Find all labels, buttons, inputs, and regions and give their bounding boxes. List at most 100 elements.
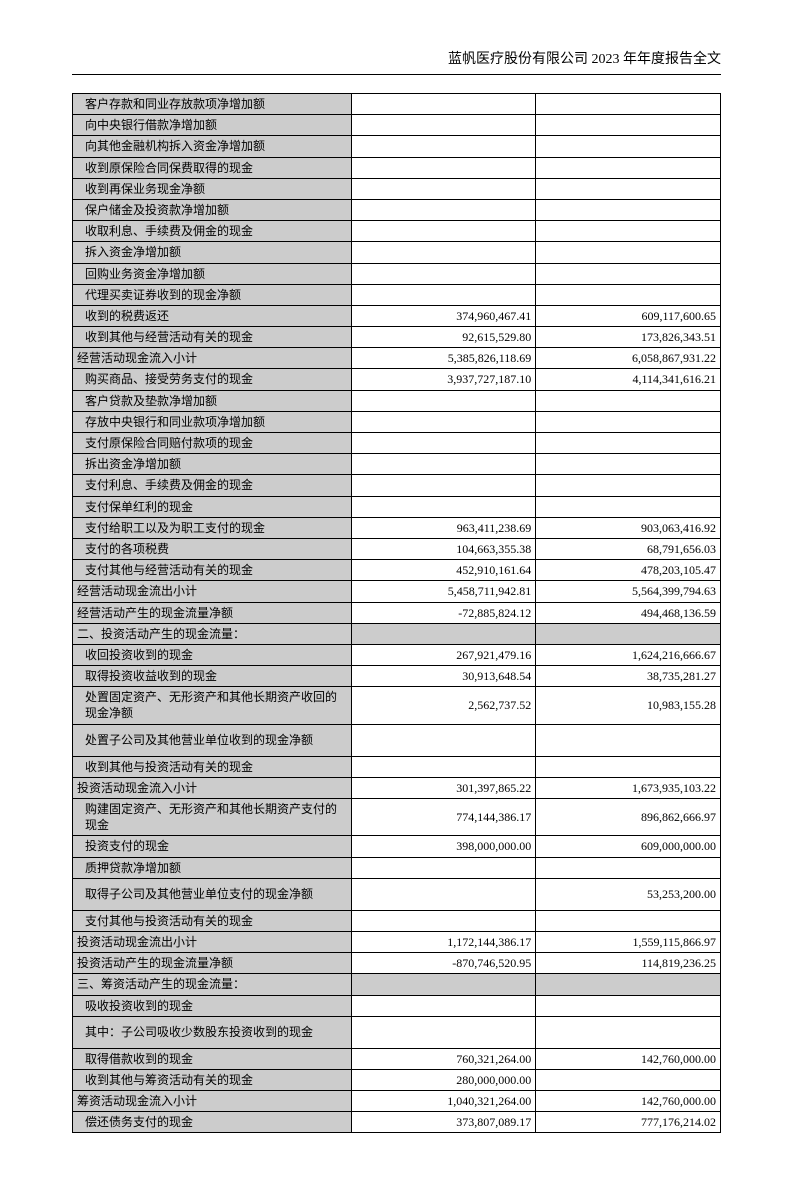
row-value-1: 374,960,467.41 [351,305,536,326]
table-row: 支付保单红利的现金 [73,496,721,517]
table-row: 存放中央银行和同业款项净增加额 [73,411,721,432]
row-label: 收到再保业务现金净额 [73,178,352,199]
row-value-2: 609,117,600.65 [536,305,721,326]
row-value-2 [536,1016,721,1048]
table-row: 偿还债务支付的现金373,807,089.17777,176,214.02 [73,1112,721,1133]
row-value-2: 6,058,867,931.22 [536,348,721,369]
row-value-1: 398,000,000.00 [351,836,536,857]
row-value-1 [351,221,536,242]
table-row: 收取利息、手续费及佣金的现金 [73,221,721,242]
row-label: 向中央银行借款净增加额 [73,115,352,136]
row-value-1: -72,885,824.12 [351,602,536,623]
row-value-2: 53,253,200.00 [536,878,721,910]
row-label: 收到其他与投资活动有关的现金 [73,756,352,777]
row-value-2: 10,983,155.28 [536,687,721,724]
row-label: 支付利息、手续费及佣金的现金 [73,475,352,496]
table-row: 投资活动现金流入小计301,397,865.221,673,935,103.22 [73,777,721,798]
row-label: 吸收投资收到的现金 [73,995,352,1016]
table-row: 客户贷款及垫款净增加额 [73,390,721,411]
row-value-2: 68,791,656.03 [536,538,721,559]
row-label: 筹资活动现金流入小计 [73,1091,352,1112]
row-value-2: 478,203,105.47 [536,560,721,581]
row-value-2: 5,564,399,794.63 [536,581,721,602]
table-row: 吸收投资收到的现金 [73,995,721,1016]
table-row: 处置固定资产、无形资产和其他长期资产收回的现金净额2,562,737.5210,… [73,687,721,724]
page-header: 蓝帆医疗股份有限公司 2023 年年度报告全文 [72,48,721,75]
row-value-2 [536,390,721,411]
table-row: 支付其他与投资活动有关的现金 [73,910,721,931]
row-label: 经营活动现金流出小计 [73,581,352,602]
row-value-1 [351,433,536,454]
row-label: 取得借款收到的现金 [73,1048,352,1069]
row-value-2 [536,94,721,115]
row-value-1: 1,040,321,264.00 [351,1091,536,1112]
table-row: 筹资活动现金流入小计1,040,321,264.00142,760,000.00 [73,1091,721,1112]
row-value-2: 173,826,343.51 [536,327,721,348]
row-value-2 [536,263,721,284]
row-value-2: 609,000,000.00 [536,836,721,857]
table-row: 购建固定资产、无形资产和其他长期资产支付的现金774,144,386.17896… [73,799,721,836]
row-label: 向其他金融机构拆入资金净增加额 [73,136,352,157]
row-value-1: -870,746,520.95 [351,953,536,974]
row-value-1: 30,913,648.54 [351,666,536,687]
row-value-1: 5,385,826,118.69 [351,348,536,369]
row-value-2 [536,724,721,756]
row-value-1 [351,136,536,157]
row-value-1 [351,756,536,777]
table-row: 经营活动现金流入小计5,385,826,118.696,058,867,931.… [73,348,721,369]
row-value-2: 494,468,136.59 [536,602,721,623]
row-value-1 [351,724,536,756]
row-value-1: 301,397,865.22 [351,777,536,798]
row-value-1: 373,807,089.17 [351,1112,536,1133]
row-label: 投资活动现金流入小计 [73,777,352,798]
row-value-2 [536,623,721,644]
row-value-1: 5,458,711,942.81 [351,581,536,602]
row-value-1 [351,199,536,220]
row-label: 客户存款和同业存放款项净增加额 [73,94,352,115]
table-row: 保户储金及投资款净增加额 [73,199,721,220]
row-label: 客户贷款及垫款净增加额 [73,390,352,411]
row-value-1 [351,857,536,878]
table-row: 支付利息、手续费及佣金的现金 [73,475,721,496]
row-label: 收到原保险合同保费取得的现金 [73,157,352,178]
row-value-1 [351,390,536,411]
row-value-2: 4,114,341,616.21 [536,369,721,390]
row-label: 取得子公司及其他营业单位支付的现金净额 [73,878,352,910]
table-row: 支付其他与经营活动有关的现金452,910,161.64478,203,105.… [73,560,721,581]
table-row: 收回投资收到的现金267,921,479.161,624,216,666.67 [73,644,721,665]
row-value-1: 267,921,479.16 [351,644,536,665]
table-row: 收到原保险合同保费取得的现金 [73,157,721,178]
row-label: 收到的税费返还 [73,305,352,326]
row-value-1: 280,000,000.00 [351,1069,536,1090]
table-row: 购买商品、接受劳务支付的现金3,937,727,187.104,114,341,… [73,369,721,390]
row-label: 偿还债务支付的现金 [73,1112,352,1133]
row-value-2 [536,974,721,995]
row-value-2: 777,176,214.02 [536,1112,721,1133]
row-label: 质押贷款净增加额 [73,857,352,878]
row-value-2: 903,063,416.92 [536,517,721,538]
row-label: 投资活动产生的现金流量净额 [73,953,352,974]
row-label: 取得投资收益收到的现金 [73,666,352,687]
row-value-1 [351,454,536,475]
row-value-2 [536,857,721,878]
row-value-1: 452,910,161.64 [351,560,536,581]
row-value-1 [351,878,536,910]
row-value-2 [536,411,721,432]
table-row: 收到其他与投资活动有关的现金 [73,756,721,777]
row-value-1 [351,178,536,199]
row-label: 支付保单红利的现金 [73,496,352,517]
row-value-1 [351,115,536,136]
row-value-2: 1,624,216,666.67 [536,644,721,665]
row-label: 回购业务资金净增加额 [73,263,352,284]
table-row: 取得投资收益收到的现金30,913,648.5438,735,281.27 [73,666,721,687]
row-label: 二、投资活动产生的现金流量： [73,623,352,644]
row-value-2: 142,760,000.00 [536,1048,721,1069]
row-value-2: 38,735,281.27 [536,666,721,687]
table-row: 客户存款和同业存放款项净增加额 [73,94,721,115]
row-label: 支付其他与经营活动有关的现金 [73,560,352,581]
row-value-2 [536,199,721,220]
table-row: 收到其他与筹资活动有关的现金280,000,000.00 [73,1069,721,1090]
row-value-1 [351,284,536,305]
table-row: 取得子公司及其他营业单位支付的现金净额 53,253,200.00 [73,878,721,910]
table-row: 拆入资金净增加额 [73,242,721,263]
